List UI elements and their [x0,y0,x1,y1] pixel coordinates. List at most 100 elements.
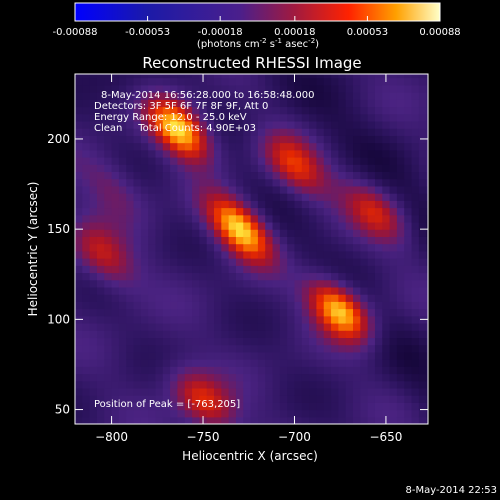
heatmap-cell [82,74,91,79]
heatmap-cell [353,387,361,396]
heatmap-cell [118,214,127,223]
heatmap-cell [323,395,332,403]
heatmap-cell [250,164,259,173]
heatmap-cell [126,286,135,295]
heatmap-cell [184,207,193,216]
heatmap-cell [235,207,244,216]
heatmap-cell [367,279,376,288]
heatmap-cell [257,409,266,418]
heatmap-cell [96,77,105,86]
heatmap-cell [331,243,339,252]
heatmap-cell [214,84,222,93]
heatmap-cell [111,387,120,396]
heatmap-cell [265,236,274,245]
heatmap-cell [96,250,105,259]
heatmap-cell [148,135,157,144]
heatmap-cell [250,272,259,281]
heatmap-cell [192,308,200,317]
heatmap-cell [162,322,171,331]
heatmap-cell [301,315,310,324]
heatmap-cell [104,243,113,252]
heatmap-cell [111,322,120,331]
heatmap-cell [214,294,222,302]
heatmap-cell [411,265,420,274]
heatmap-cell [323,250,332,259]
heatmap-cell [396,359,405,367]
annotation-time: 8-May-2014 16:56:28.000 to 16:58:48.000 [101,90,314,101]
heatmap-cell [309,185,318,194]
heatmap-cell [265,164,274,173]
heatmap-cell [184,77,193,86]
heatmap-cell [75,373,83,382]
heatmap-cell [287,214,296,223]
heatmap-cell [170,142,179,151]
heatmap-cell [155,258,164,266]
heatmap-cell [323,380,332,389]
heatmap-cell [82,344,91,353]
heatmap-cell [265,214,274,223]
heatmap-cell [162,142,171,151]
heatmap-cell [345,149,354,158]
heatmap-cell [148,250,157,259]
heatmap-cell [162,156,171,165]
heatmap-cell [192,156,200,165]
heatmap-cell [82,178,91,187]
heatmap-cell [411,229,420,237]
heatmap-cell [192,402,200,411]
heatmap-cell [199,286,208,295]
heatmap-cell [155,279,164,288]
heatmap-cell [82,380,91,389]
heatmap-cell [111,84,120,93]
heatmap-cell [243,120,252,129]
heatmap-cell [243,279,252,288]
heatmap-cell [199,409,208,418]
heatmap-cell [96,156,105,165]
heatmap-cell [250,250,259,259]
heatmap-cell [250,221,259,230]
heatmap-cell [367,120,376,129]
heatmap-cell [374,258,383,266]
heatmap-cell [104,229,113,237]
heatmap-cell [96,178,105,187]
heatmap-cell [133,301,142,310]
heatmap-cell [265,250,274,259]
heatmap-cell [140,120,149,129]
heatmap-cell [294,250,303,259]
heatmap-cell [148,164,157,173]
heatmap-cell [353,77,361,86]
heatmap-cell [162,207,171,216]
heatmap-cell [206,387,215,396]
heatmap-cell [184,395,193,403]
heatmap-cell [177,92,186,100]
heatmap-cell [323,229,332,237]
heatmap-cell [338,156,347,165]
heatmap-cell [75,207,83,216]
heatmap-cell [265,156,274,165]
heatmap-cell [235,416,244,424]
heatmap-cell [426,265,428,274]
heatmap-cell [323,243,332,252]
heatmap-cell [118,301,127,310]
heatmap-cell [374,236,383,245]
heatmap-cell [338,135,347,144]
heatmap-cell [192,322,200,331]
heatmap-cell [133,308,142,317]
heatmap-cell [170,272,179,281]
heatmap-cell [96,149,105,158]
heatmap-cell [104,74,113,79]
heatmap-cell [294,178,303,187]
heatmap-cell [184,294,193,302]
heatmap-cell [294,193,303,201]
heatmap-cell [250,243,259,252]
heatmap-cell [287,193,296,201]
heatmap-cell [140,229,149,237]
heatmap-cell [118,344,127,353]
y-axis-label: Heliocentric Y (arcsec) [26,182,40,317]
heatmap-cell [177,315,186,324]
heatmap-cell [89,272,98,281]
heatmap-cell [250,185,259,194]
heatmap-cell [360,337,369,346]
heatmap-cell [177,351,186,360]
heatmap-cell [426,258,428,266]
heatmap-cell [309,84,318,93]
